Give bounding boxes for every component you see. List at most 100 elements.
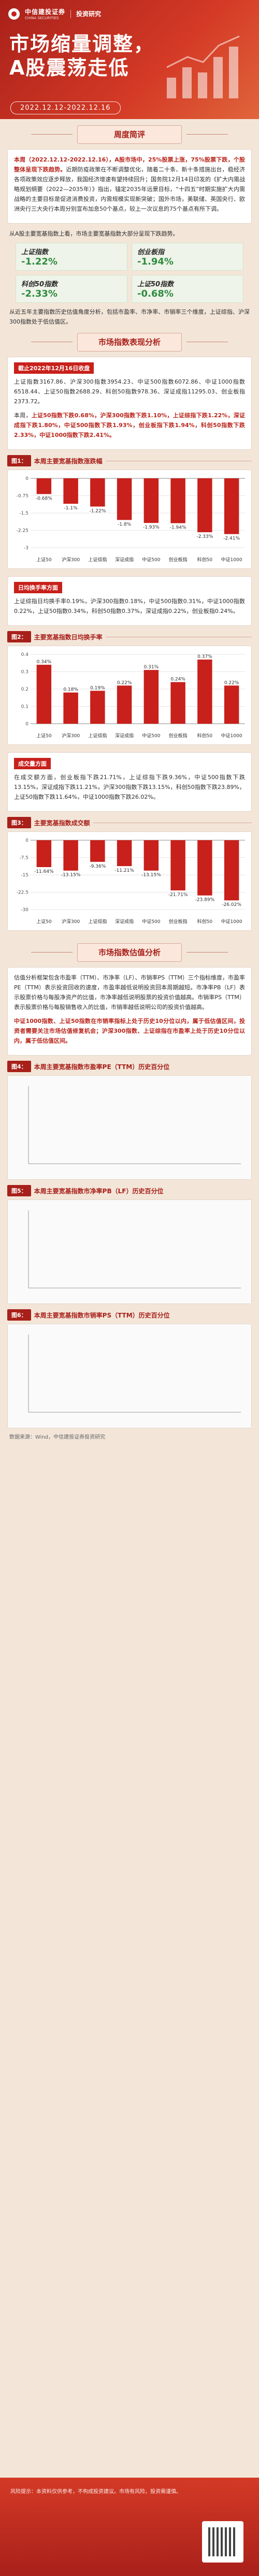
bar (143, 478, 159, 523)
x-tick-label: 创业板指 (169, 918, 188, 925)
data-label: -2.41% (223, 536, 240, 541)
date-range: 2022.12.12-2022.12.16 (10, 101, 121, 114)
chart-index-change: -3 -2.25 -1.5 -0.75 0 -0.68% 上证50 -1.1% 沪深300 -1.… (17, 476, 245, 563)
logo-row: 中信建投证券 CHINA SECURITIES 投资研究 (8, 7, 101, 20)
x-tick-label: 上证50 (36, 919, 52, 925)
performance-text-a: 本周， (14, 412, 32, 419)
valuation-card: 估值分析框架包含市盈率（TTM）、市净率（LF）、市销率PS（TTM）三个指标维… (7, 967, 252, 1056)
index-tile-name: 科创50指数 (21, 281, 58, 288)
bar (36, 478, 52, 494)
performance-paragraph-1: 上证指数3167.86、沪深300指数3954.23、中证500指数6072.8… (14, 378, 245, 405)
y-tick-label: -2.25 (17, 529, 28, 534)
data-label: 0.37% (197, 654, 212, 660)
figure-3: -30 -22.5 -15 -7.5 0 -11.64% 上证50 -13.15% 沪深300 -… (7, 831, 252, 931)
valuation-paragraph-2: 中证1000指数、上证50指数在市销率指标上处于历史10分位以内，属于低估值区间… (14, 1016, 245, 1046)
figure-tag: 图2： (7, 631, 31, 642)
y-tick-label: -0.75 (17, 494, 28, 499)
brand-name-main: 中信建投证券 (25, 8, 66, 16)
bar (170, 478, 185, 523)
y-tick-label: -1.5 (19, 511, 28, 516)
data-label: -1.22% (89, 508, 106, 514)
x-tick-label: 中证1000 (221, 918, 242, 925)
x-tick-label: 中证500 (142, 918, 160, 925)
data-label: -0.68% (36, 496, 52, 501)
y-tick-label: 0.2 (21, 687, 28, 692)
index-tile-name: 上证50指数 (137, 281, 174, 288)
figure-1-heading: 图1： 本周主要宽基指数涨跌幅 (7, 455, 252, 466)
index-tiles: 上证指数 -1.22% 创业板指 -1.94% 科创50指数 -2.33% 上证… (16, 243, 243, 303)
title-line-1: 市场缩量调整， (9, 33, 155, 55)
volume-paragraph: 在成交额方面，创业板指下跌21.71%，上证综指下跌9.36%，中证500指数下… (14, 774, 245, 800)
figure-title: 本周主要宽基指数市销率PS（TTM）历史百分位 (34, 1311, 170, 1319)
index-tile-name: 上证指数 (21, 248, 49, 256)
valuation-highlight-a: 中证1000指数、上证50指数在市销率指标上处于历史10分位以内，属于低估值区间… (14, 1018, 245, 1034)
x-tick-label: 科创50 (197, 733, 213, 739)
figure-2-heading: 图2： 主要宽基指数日均换手率 (7, 631, 252, 642)
section-title-valuation: 市场指数估值分析 (31, 943, 228, 962)
bar (197, 660, 212, 724)
weekly-summary-card: 本周（2022.12.12-2022.12.16），A股市场中，25%股票上涨，… (7, 149, 252, 224)
bar (143, 840, 159, 871)
figure-title: 主要宽基指数成交额 (34, 819, 90, 827)
figure-1: -3 -2.25 -1.5 -0.75 0 -0.68% 上证50 -1.1% 沪深300 -1.… (7, 470, 252, 569)
turnover-tag: 日均换手率方面 (14, 582, 62, 593)
x-tick-label: 上证50 (36, 557, 52, 563)
figure-4 (7, 1075, 252, 1180)
bar (63, 692, 78, 724)
bar (224, 685, 239, 724)
footer: 风险提示：本资料仅供参考，不构成投资建议。市场有风险，投资需谨慎。 (0, 2478, 259, 2576)
x-tick-label: 创业板指 (169, 557, 188, 563)
section-title-weekly: 周度简评 (31, 125, 228, 144)
volume-card: 成交量方面 在成交额方面，创业板指下跌21.71%，上证综指下跌9.36%，中证… (7, 752, 252, 812)
performance-paragraph-2: 本周，上证50指数下跌0.68%，沪深300指数下跌1.10%，上证综指下跌1.… (14, 411, 245, 440)
data-label: -26.02% (222, 902, 241, 908)
index-tile-name: 创业板指 (137, 248, 165, 256)
bar (90, 478, 105, 507)
index-tile: 科创50指数 -2.33% (16, 275, 127, 303)
x-tick-label: 中证500 (142, 557, 160, 563)
data-label: -1.94% (170, 525, 186, 531)
footer-disclaimer: 风险提示：本资料仅供参考，不构成投资建议。市场有风险，投资需谨慎。 (10, 2489, 181, 2495)
data-source: 数据来源：Wind，中信建投证券投资研究 (9, 1435, 106, 1440)
data-label: 0.31% (144, 665, 159, 670)
figure-2: 0 0.1 0.2 0.3 0.4 0.34% 上证50 0.18% 沪深300 0.19% 上证综… (7, 646, 252, 745)
y-tick-label: -22.5 (17, 890, 28, 896)
figure-6-heading: 图6： 本周主要宽基指数市销率PS（TTM）历史百分位 (7, 1309, 252, 1321)
figure-tag: 图1： (7, 455, 31, 466)
title-line-2: A股震荡走低 (9, 56, 130, 79)
bar (36, 840, 52, 867)
weekly-highlight-a: 本周（2022.12.12-2022.12.16），A股市场中， (14, 156, 148, 163)
chart-pb-percentile (8, 1200, 251, 1304)
data-label: -13.15% (141, 873, 161, 878)
bar (224, 840, 239, 901)
logo-divider (70, 9, 71, 18)
chart-ps-percentile (8, 1324, 251, 1428)
y-tick-label: -7.5 (19, 856, 28, 861)
figure-5 (7, 1199, 252, 1304)
bar (36, 665, 52, 724)
turnover-paragraph: 上证综指日均换手率0.19%，沪深300指数0.18%，中证500指数0.31%… (14, 598, 245, 614)
logo-right-text: 投资研究 (76, 10, 102, 18)
y-tick-label: 0 (25, 838, 28, 843)
bar (197, 840, 212, 896)
x-tick-label: 深证成指 (115, 733, 134, 739)
figure-title: 本周主要宽基指数涨跌幅 (34, 457, 103, 465)
bar (117, 478, 132, 520)
data-label: -1.1% (64, 506, 78, 511)
data-label: 0.22% (117, 680, 132, 685)
brand-name-sub: CHINA SECURITIES (25, 16, 59, 20)
bar (224, 478, 239, 534)
figure-tag: 图5： (7, 1185, 31, 1196)
chart-turnover: 0 0.1 0.2 0.3 0.4 0.34% 上证50 0.18% 沪深300 0.19% 上证综… (21, 652, 245, 739)
x-tick-label: 科创50 (197, 918, 213, 925)
y-tick-label: 0.3 (21, 670, 28, 675)
index-tile-value: -1.22% (21, 256, 57, 267)
x-tick-label: 上证综指 (88, 918, 107, 925)
x-tick-label: 沪深300 (62, 918, 80, 925)
data-label: -23.89% (195, 898, 215, 903)
index-tile: 上证50指数 -0.68% (132, 275, 243, 303)
x-tick-label: 沪深300 (62, 557, 80, 563)
bar (170, 840, 185, 890)
data-label: -2.33% (196, 534, 213, 539)
bar (63, 478, 78, 504)
